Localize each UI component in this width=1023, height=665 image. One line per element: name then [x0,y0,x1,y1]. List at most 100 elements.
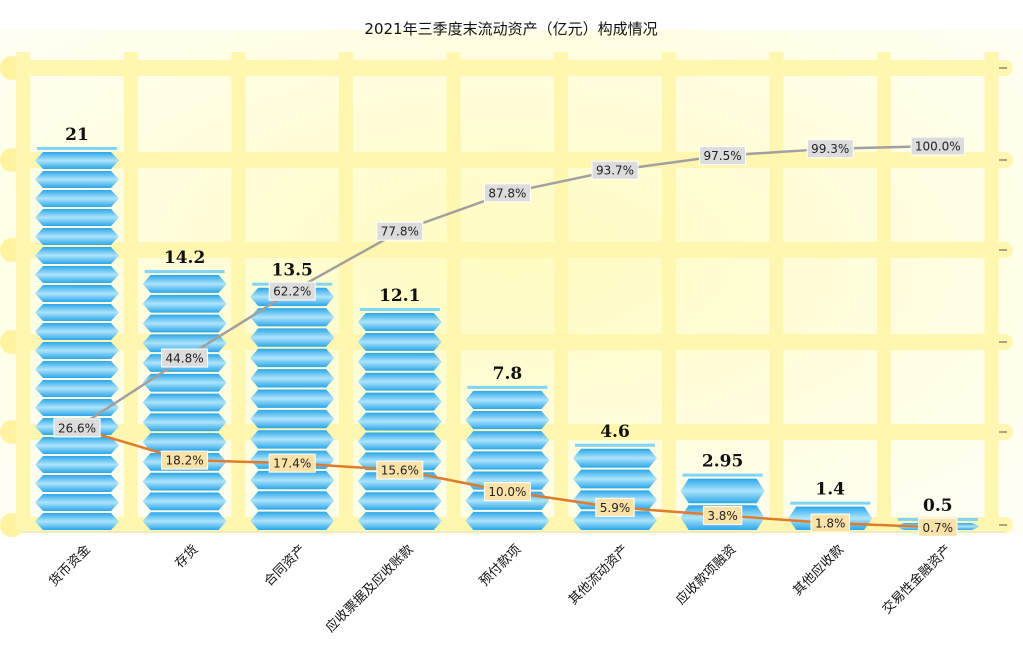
bar-cap [682,473,763,477]
series-point-share: 17.4% [268,453,316,473]
bar-segment [465,511,550,530]
bar-segment [142,294,227,313]
bar-segment [573,469,657,489]
bar-value-label: 1.4 [815,480,845,500]
bar-segment [250,491,335,510]
point-label-box [268,453,316,473]
bar-segment [357,492,442,511]
bar-segment [250,308,335,327]
bar [357,308,442,530]
bar-cap [575,443,655,447]
series-point-share: 15.6% [376,460,424,480]
series-point-share: 0.7% [918,517,958,537]
bar-segment [142,393,227,412]
x-tick-label: 其他流动资产 [566,542,632,608]
bar-segment [357,313,442,331]
bar-cap [37,147,117,150]
bar-value-label: 2.95 [702,452,743,472]
series-point-cumulative: 62.2% [268,281,316,301]
point-label: 15.6% [381,464,419,478]
bar-segment [465,411,550,430]
lines: 26.6% 18.2% 17.4% 15.6% 10.0% 5.9% 3.8% 1.8% 0.7… [53,136,966,537]
bar [35,147,119,530]
x-tick-label: 合同资产 [262,542,309,589]
series-point-cumulative: 87.8% [483,183,531,203]
bar-cap [144,270,225,274]
bar-segment [35,456,119,473]
bar-segment [35,380,119,397]
bar-segment [142,373,227,392]
point-label: 44.8% [166,351,204,365]
bar-value-label: 14.2 [164,248,205,268]
x-tick-label: 交易性金融资产 [879,542,955,618]
series-point-share: 1.8% [810,513,850,533]
point-label-box [702,505,743,525]
point-label: 87.8% [488,186,526,200]
bar-segment [35,361,119,378]
point-label: 3.8% [707,509,738,523]
bar-segment [142,433,227,451]
series-point-share: 10.0% [483,482,531,502]
bar-segment [35,266,119,283]
bar-segment [142,512,227,530]
bar-segment [357,412,442,431]
bar-segment [250,470,335,490]
bar-cap [467,385,548,389]
series-point-cumulative: 97.5% [699,146,747,166]
point-label-box [161,450,209,470]
bar-segment [250,348,335,368]
x-tick-label: 应收款项融资 [673,542,739,608]
bar-segment [142,275,227,293]
point-label-box [161,348,209,368]
point-label-box [918,517,958,537]
point-label-box [810,513,850,533]
bar-segment [357,512,442,530]
bar-value-label: 13.5 [271,261,312,281]
bar-segment [357,332,442,351]
bar-segment [35,209,119,226]
series-point-cumulative: 77.8% [376,221,424,241]
bar [465,385,550,530]
bar-segment [142,413,227,432]
series-point-cumulative: 100.0% [910,136,966,156]
bar-segment [465,431,550,450]
series-point-cumulative: 93.7% [591,160,639,180]
bar-segment [35,342,119,359]
bar-segment [357,352,442,371]
x-tick-label: 存货 [172,542,202,572]
bar-segment [35,190,119,207]
point-label: 100.0% [915,140,961,154]
bar-segment [35,228,119,245]
bar-segment [142,334,227,353]
point-label: 99.3% [811,142,849,156]
bar-segment [35,323,119,340]
point-label-box [53,418,101,438]
bar-segment [250,328,335,347]
point-label-box [483,183,531,203]
point-label: 5.9% [600,501,631,515]
bar-segment [573,511,657,530]
bar-segment [250,369,335,388]
bar-segment [680,478,765,504]
point-label: 10.0% [488,485,526,499]
point-label: 0.7% [923,521,954,535]
bar-segment [35,513,119,530]
point-label: 26.6% [58,421,96,435]
bar-segment [35,494,119,511]
bar-cap [790,501,871,505]
bar-segment [357,392,442,411]
series-point-cumulative: 99.3% [806,139,854,159]
series-point-cumulative: 26.6% [53,418,101,438]
bar [573,443,657,530]
bar-segment [35,152,119,169]
x-tick-label: 预付款项 [477,542,524,589]
x-tick-label: 其他应收款 [790,542,847,599]
series-point-share: 18.2% [161,450,209,470]
bar-segment [465,451,550,470]
series-point-share: 5.9% [595,497,635,517]
bar-segment [35,399,119,416]
bar-segment [35,285,119,302]
bar-segment [35,475,119,492]
x-tick-label: 货币资金 [46,542,94,590]
